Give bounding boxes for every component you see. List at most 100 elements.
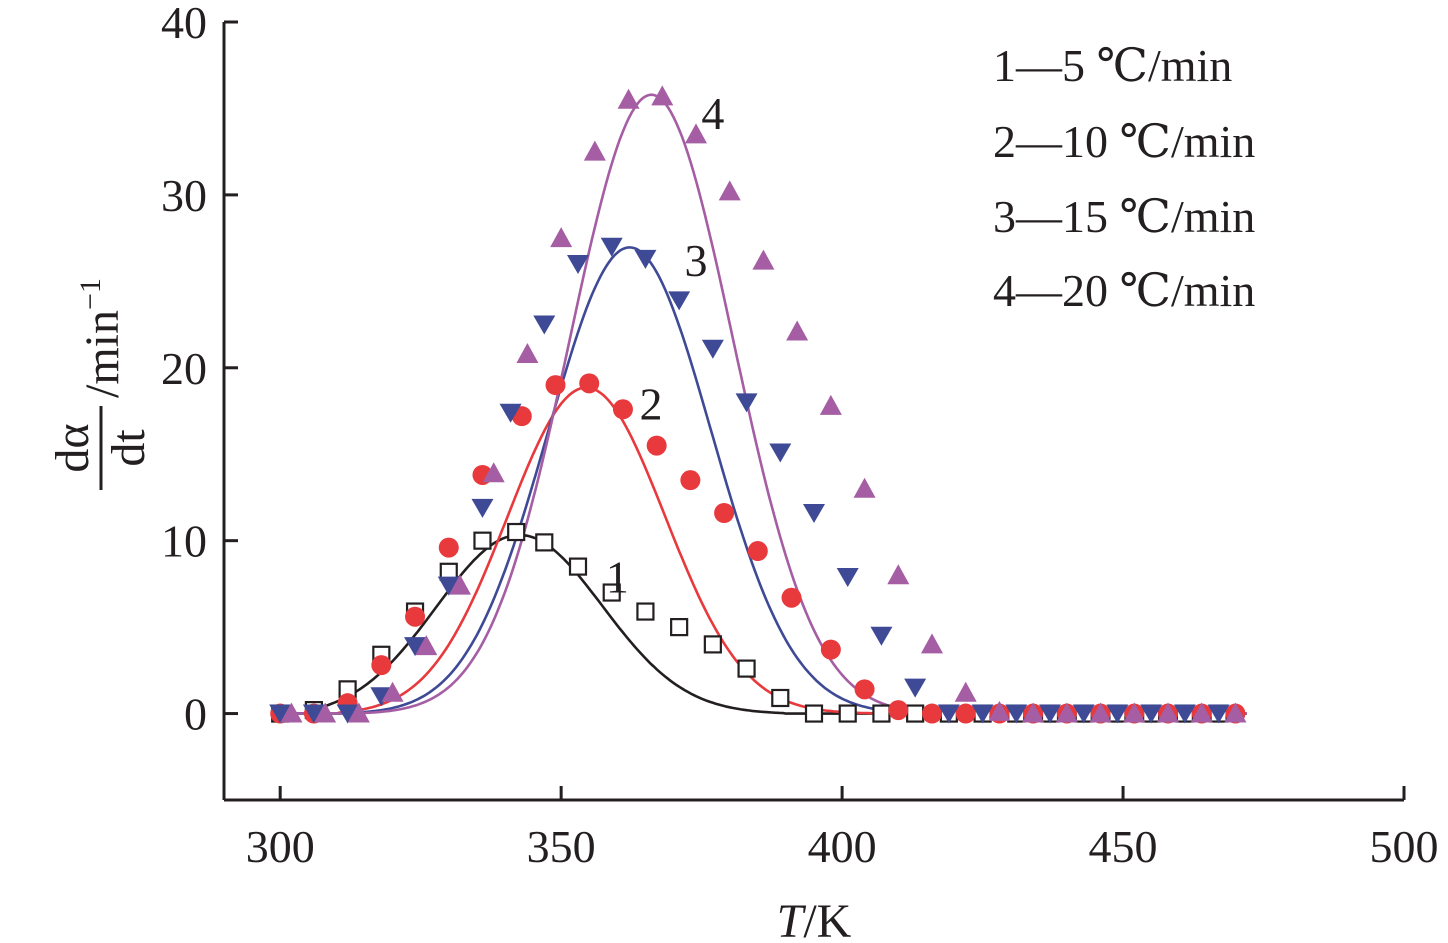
data-point-series-3 (971, 704, 994, 724)
data-point-series-3 (533, 315, 556, 335)
data-point-series-1 (473, 531, 492, 550)
data-point-series-3 (803, 504, 825, 524)
data-point-series-4 (1055, 702, 1078, 723)
data-point-series-4 (347, 702, 370, 723)
data-point-series-2 (405, 606, 426, 627)
data-point-series-3 (302, 704, 325, 724)
y-tick-label: 0 (184, 689, 207, 740)
data-point-series-4 (1089, 702, 1112, 723)
data-point-series-3 (336, 704, 359, 724)
data-point-series-2 (922, 703, 942, 724)
y-axis-title: dα dt /min−1 (46, 278, 155, 490)
data-point-series-2 (612, 399, 633, 420)
fitted-curves (280, 93, 1247, 715)
data-point-series-2 (955, 703, 976, 724)
data-point-series-3 (1207, 704, 1230, 724)
y-tick-label: 10 (161, 516, 207, 567)
x-axis-variable: T (777, 895, 807, 943)
data-point-series-3 (269, 704, 292, 724)
data-point-series-1 (507, 522, 526, 542)
data-point-series-2 (888, 700, 909, 721)
data-point-series-3 (600, 237, 623, 257)
data-point-series-4 (718, 180, 741, 201)
data-point-series-1 (535, 533, 554, 552)
data-point-series-4 (887, 564, 910, 585)
data-point-series-4 (954, 681, 977, 702)
x-axis-title: T/K (777, 895, 852, 943)
x-tick-label: 400 (808, 821, 877, 872)
data-point-series-2 (371, 655, 392, 676)
data-point-series-4 (516, 342, 539, 363)
data-point-series-4 (786, 320, 809, 341)
data-point-series-1 (737, 659, 756, 678)
data-point-series-2 (781, 587, 802, 608)
y-tick-label: 20 (161, 343, 207, 394)
data-point-series-1 (771, 688, 790, 708)
data-point-series-4 (550, 227, 573, 248)
data-point-series-1 (602, 583, 621, 602)
data-point-series-4 (415, 635, 438, 656)
data-point-series-3 (471, 498, 494, 518)
data-point-series-2 (579, 373, 600, 394)
axes (222, 22, 1404, 802)
y-axis-unit: /min−1 (74, 278, 129, 398)
data-point-series-4 (988, 700, 1011, 721)
y-axis-denominator: dt (102, 429, 155, 467)
data-point-series-3 (1039, 704, 1061, 724)
data-point-series-4 (617, 88, 640, 109)
data-point-series-3 (567, 255, 589, 275)
y-tick-label: 40 (161, 0, 207, 48)
data-point-series-1 (568, 557, 588, 576)
x-tick-label: 300 (246, 821, 315, 872)
data-point-series-4 (1190, 702, 1213, 723)
data-point-series-3 (1140, 704, 1163, 724)
data-point-series-2 (747, 541, 768, 562)
legend-entry-1: 1—5 ℃/min (993, 40, 1232, 91)
data-point-series-3 (904, 678, 927, 698)
data-point-series-4 (449, 574, 471, 595)
x-tick-label: 450 (1089, 821, 1158, 872)
data-point-series-3 (1173, 704, 1196, 724)
data-point-series-2 (854, 679, 875, 700)
x-tick-label: 500 (1370, 821, 1439, 872)
data-point-series-1 (670, 618, 689, 637)
data-point-series-2 (545, 375, 566, 396)
legend: 1—5 ℃/min 2—10 ℃/min 3—15 ℃/min 4—20 ℃/m… (993, 40, 1255, 316)
data-point-series-2 (438, 537, 459, 558)
data-point-series-3 (1005, 704, 1028, 724)
data-point-series-4 (314, 702, 337, 723)
data-point-series-3 (668, 291, 691, 311)
data-markers (269, 85, 1247, 724)
data-point-series-3 (1106, 704, 1129, 724)
data-point-series-3 (370, 687, 393, 707)
data-point-series-3 (499, 403, 522, 423)
data-point-series-2 (714, 503, 735, 524)
x-axis-unit: /K (803, 895, 851, 943)
data-point-series-2 (680, 470, 701, 491)
data-point-series-4 (921, 633, 943, 654)
data-point-series-4 (381, 681, 404, 702)
data-point-series-4 (819, 394, 842, 415)
data-point-series-3 (634, 249, 657, 269)
tick-group: 300 350 400 450 500 0 10 20 30 40 (161, 0, 1439, 872)
curve-labels: 1 2 3 4 (606, 88, 725, 602)
legend-entry-4: 4—20 ℃/min (993, 265, 1255, 316)
data-point-series-4 (685, 123, 707, 144)
data-point-series-4 (583, 140, 606, 161)
data-point-series-4 (1123, 702, 1146, 723)
curve-label-4: 4 (701, 88, 724, 139)
data-point-series-3 (404, 637, 427, 657)
data-point-series-4 (482, 462, 505, 483)
data-point-series-2 (646, 435, 667, 456)
data-point-series-3 (701, 339, 724, 359)
data-point-series-3 (870, 626, 893, 646)
data-point-series-3 (769, 443, 792, 463)
data-point-series-1 (703, 635, 722, 654)
data-point-series-1 (804, 704, 824, 723)
data-point-series-1 (906, 704, 925, 723)
curve-label-2: 2 (640, 379, 663, 430)
data-point-series-4 (853, 477, 876, 498)
legend-entry-2: 2—10 ℃/min (993, 116, 1255, 167)
data-point-series-4 (1224, 702, 1247, 723)
